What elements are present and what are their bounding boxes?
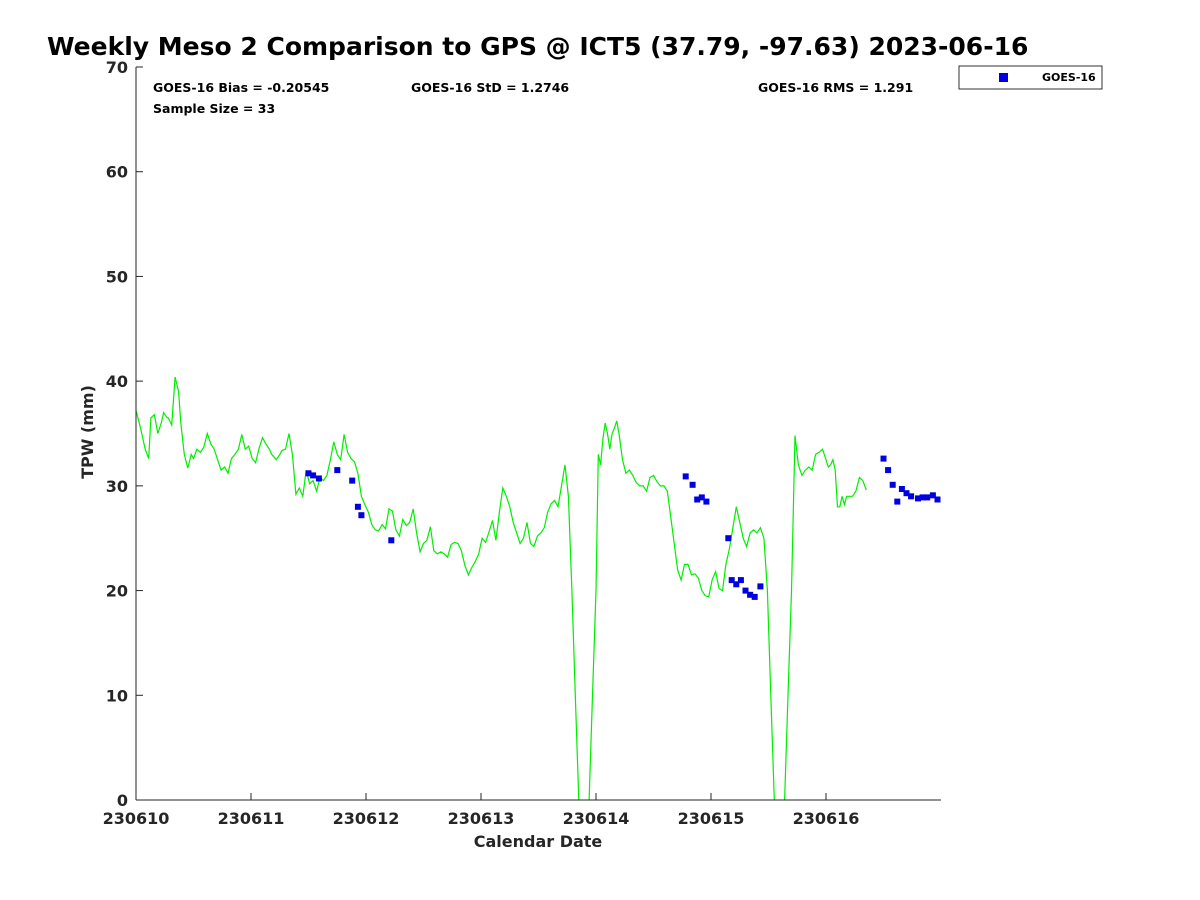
- y-tick-label: 60: [106, 163, 128, 182]
- goes16-point: [919, 494, 926, 501]
- goes16-point: [929, 492, 936, 499]
- y-axis-label: TPW (mm): [78, 385, 97, 479]
- legend: GOES-16: [958, 65, 1103, 90]
- goes16-point: [703, 498, 710, 505]
- gps-tpw-line: [136, 376, 867, 800]
- goes16-point: [733, 581, 740, 588]
- y-tick-label: 10: [106, 686, 128, 705]
- goes16-point: [315, 475, 322, 482]
- goes16-point: [725, 535, 732, 542]
- goes16-point: [349, 477, 356, 484]
- goes16-point: [358, 512, 365, 519]
- goes16-point: [737, 577, 744, 584]
- x-tick-label: 230616: [793, 809, 860, 828]
- x-tick-label: 230615: [678, 809, 745, 828]
- std-stat: GOES-16 StD = 1.2746: [411, 80, 569, 95]
- goes16-point: [894, 498, 901, 505]
- x-axis-label: Calendar Date: [474, 832, 603, 851]
- goes16-point: [915, 495, 921, 502]
- goes16-point: [924, 494, 931, 501]
- goes16-point: [757, 583, 764, 590]
- y-tick-label: 0: [117, 791, 128, 810]
- goes16-point: [903, 490, 910, 497]
- y-tick-label: 20: [106, 582, 128, 601]
- bias-stat: GOES-16 Bias = -0.20545: [153, 80, 329, 95]
- goes16-point: [908, 493, 915, 500]
- legend-label-goes16: GOES-16: [1042, 71, 1096, 84]
- goes16-point: [747, 591, 754, 598]
- x-tick-label: 230614: [563, 809, 630, 828]
- goes16-point: [728, 577, 735, 584]
- goes16-point: [388, 537, 395, 544]
- x-tick-label: 230613: [448, 809, 515, 828]
- goes16-point: [682, 473, 689, 480]
- goes16-point: [880, 455, 887, 462]
- x-tick-label: 230611: [218, 809, 285, 828]
- goes16-point: [742, 587, 749, 594]
- goes16-point: [694, 496, 701, 503]
- goes16-point: [305, 470, 312, 477]
- y-tick-label: 50: [106, 267, 128, 286]
- goes16-point: [751, 593, 758, 600]
- legend-box: [958, 65, 1103, 90]
- y-tick-label: 70: [106, 58, 128, 77]
- rms-stat: GOES-16 RMS = 1.291: [758, 80, 913, 95]
- y-tick-label: 30: [106, 477, 128, 496]
- x-tick-label: 230612: [333, 809, 400, 828]
- goes16-point: [898, 486, 905, 492]
- sample-size-stat: Sample Size = 33: [153, 101, 275, 116]
- goes16-point: [310, 472, 317, 479]
- goes16-point: [689, 481, 696, 488]
- chart-title: Weekly Meso 2 Comparison to GPS @ ICT5 (…: [47, 32, 1028, 61]
- goes16-point: [885, 467, 892, 474]
- goes16-point: [698, 494, 705, 501]
- x-tick-label: 230610: [103, 809, 170, 828]
- goes16-point: [934, 496, 941, 503]
- goes16-point: [354, 503, 361, 510]
- legend-marker-goes16: [999, 73, 1008, 82]
- goes16-point: [334, 467, 341, 474]
- y-tick-label: 40: [106, 372, 128, 391]
- goes16-point: [889, 481, 896, 488]
